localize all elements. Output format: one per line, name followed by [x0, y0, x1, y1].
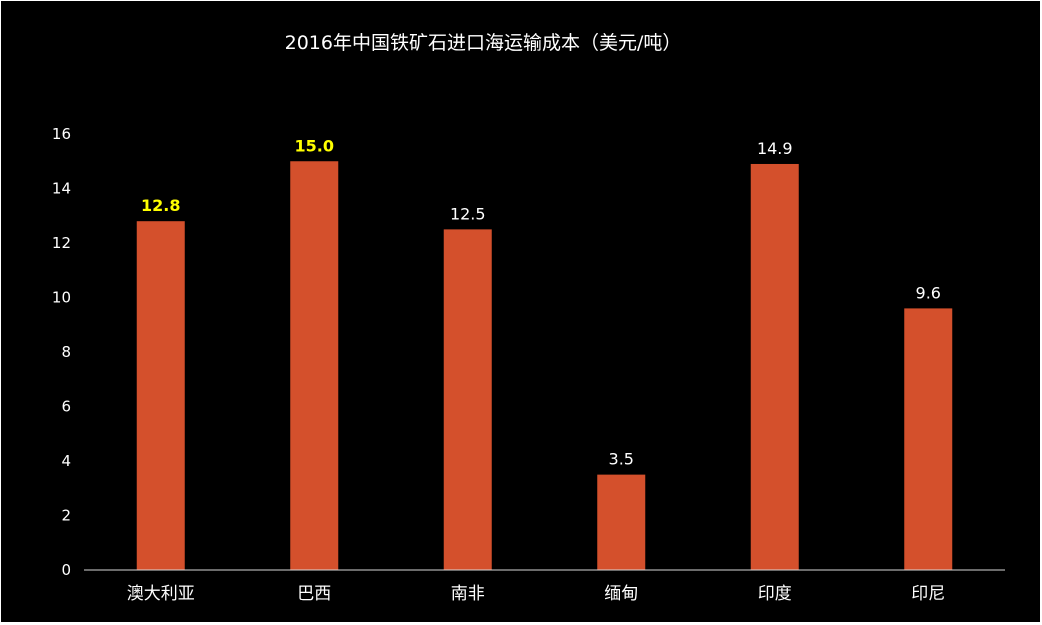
category-labels: 澳大利亚 巴西 南非 缅甸 印度 印尼 [127, 584, 946, 604]
category-label: 印度 [758, 584, 792, 604]
category-label: 缅甸 [604, 584, 638, 604]
y-tick-label: 16 [52, 125, 71, 143]
bar [597, 474, 646, 570]
y-tick-label: 10 [52, 289, 71, 307]
category-label: 巴西 [297, 584, 331, 604]
category-label: 澳大利亚 [127, 584, 195, 604]
bar [290, 161, 339, 570]
category-label: 南非 [451, 584, 485, 604]
y-tick-label: 12 [52, 234, 71, 252]
y-tick-label: 4 [61, 452, 71, 470]
category-label: 印尼 [911, 584, 945, 604]
value-label: 15.0 [295, 136, 334, 155]
y-tick-label: 0 [61, 561, 71, 579]
y-tick-label: 2 [61, 507, 71, 525]
value-label: 9.6 [916, 283, 941, 302]
value-label: 14.9 [757, 139, 793, 158]
bar [904, 308, 953, 570]
bars [136, 161, 953, 570]
value-labels: 12.8 15.0 12.5 3.5 14.9 9.6 [141, 136, 941, 468]
y-tick-label: 6 [61, 398, 71, 416]
bar [136, 221, 185, 570]
value-label: 12.8 [141, 196, 180, 215]
chart-title: 2016年中国铁矿石进口海运输成本（美元/吨） [285, 32, 682, 54]
y-axis-ticks: 0 2 4 6 8 10 12 14 16 [52, 125, 71, 579]
y-tick-label: 14 [52, 180, 71, 198]
value-label: 3.5 [609, 450, 634, 469]
bar [750, 163, 799, 570]
value-label: 12.5 [450, 204, 486, 223]
y-tick-label: 8 [61, 343, 71, 361]
bar [443, 229, 492, 570]
